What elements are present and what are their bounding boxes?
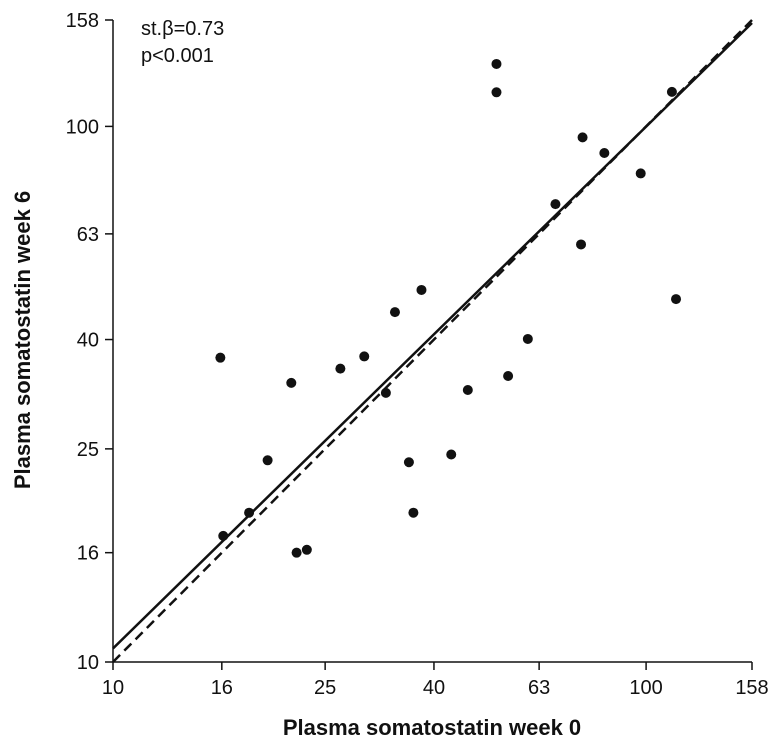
y-tick-label: 63 [77, 224, 99, 246]
data-point [576, 239, 587, 250]
y-tick-label: 158 [66, 10, 99, 32]
x-tick-label: 158 [735, 677, 768, 699]
data-point [291, 547, 302, 558]
data-points [215, 58, 682, 558]
data-point [635, 168, 646, 179]
x-tick-label: 16 [211, 677, 233, 699]
p-value-annotation: p<0.001 [141, 45, 214, 67]
data-point [550, 199, 561, 210]
x-tick-label: 100 [629, 677, 662, 699]
y-tick-label: 10 [77, 652, 99, 674]
data-point [666, 86, 677, 97]
data-point [244, 507, 255, 518]
data-point [215, 352, 226, 363]
data-point [408, 507, 419, 518]
data-point [416, 284, 427, 295]
y-tick-label: 16 [77, 543, 99, 565]
data-point [446, 449, 457, 460]
x-tick-label: 10 [102, 677, 124, 699]
y-tick-label: 100 [66, 116, 99, 138]
data-point [301, 544, 312, 555]
data-point [262, 455, 273, 466]
data-point [462, 384, 473, 395]
data-point [218, 530, 229, 541]
y-ticks: 10 16 25 40 63 100 158 [66, 10, 113, 674]
data-point [503, 370, 514, 381]
data-point [403, 457, 414, 468]
identity-line-dashed [112, 19, 753, 663]
data-point [491, 87, 502, 98]
data-point [491, 58, 502, 69]
x-tick-label: 25 [314, 677, 336, 699]
beta-annotation: st.β=0.73 [141, 18, 224, 40]
data-point [286, 377, 297, 388]
x-axis-title: Plasma somatostatin week 0 [283, 715, 581, 740]
data-point [389, 307, 400, 318]
data-point [380, 387, 391, 398]
y-axis-title: Plasma somatostatin week 6 [10, 191, 35, 489]
data-point [577, 132, 588, 143]
regression-lines [112, 19, 753, 663]
data-point [335, 363, 346, 374]
data-point [522, 333, 533, 344]
data-point [599, 147, 610, 158]
y-tick-label: 40 [77, 330, 99, 352]
data-point [359, 351, 370, 362]
x-tick-label: 40 [423, 677, 445, 699]
x-ticks: 10 16 25 40 63 100 158 [102, 662, 769, 699]
data-point [671, 294, 682, 305]
x-tick-label: 63 [528, 677, 550, 699]
y-tick-label: 25 [77, 439, 99, 461]
